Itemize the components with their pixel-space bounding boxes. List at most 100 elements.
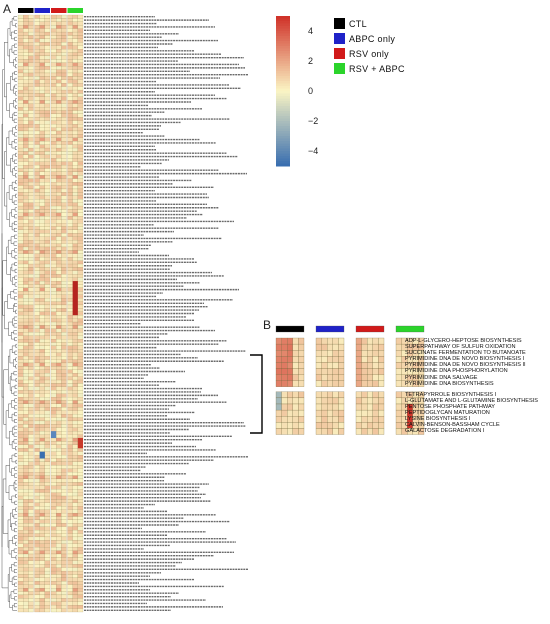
heat-cell <box>17 540 24 544</box>
heat-cell <box>39 567 45 572</box>
heat-cell <box>61 89 67 94</box>
heat-cell <box>39 62 45 67</box>
heat-cell <box>72 246 78 251</box>
heat-cell <box>23 93 29 97</box>
heat-cell <box>44 311 51 316</box>
heat-cell <box>34 93 40 97</box>
heat-cell <box>67 533 73 538</box>
heat-cell <box>39 352 45 357</box>
heat-cell <box>23 591 29 596</box>
heat-cell <box>17 154 24 159</box>
heat-cell <box>44 574 51 578</box>
heat-cell <box>34 161 40 166</box>
heat-cell <box>367 356 373 363</box>
heat-cell <box>56 393 62 398</box>
row-label: TETRAPYRROLE BIOSYNTHESIS I <box>405 391 497 398</box>
heat-cell <box>34 512 40 517</box>
heat-cell <box>34 492 40 497</box>
heat-cell <box>17 185 24 190</box>
legend-swatch <box>334 63 345 74</box>
heat-cell <box>67 437 73 442</box>
heat-cell <box>77 14 84 19</box>
heat-cell <box>338 391 345 399</box>
heat-cell <box>44 165 51 169</box>
heat-cell <box>287 356 293 363</box>
heat-cell <box>44 373 51 377</box>
heat-cell <box>298 337 305 345</box>
heat-cell <box>72 86 78 91</box>
heat-cell <box>56 284 62 288</box>
heat-cell <box>56 417 62 422</box>
heat-cell <box>50 530 57 534</box>
heat-cell <box>292 368 299 375</box>
dendrogram-branch <box>14 350 17 355</box>
heat-cell <box>67 120 73 125</box>
heat-cell <box>28 570 34 575</box>
heat-cell <box>50 277 57 282</box>
heat-cell <box>34 519 40 524</box>
heat-cell <box>23 407 29 411</box>
dendrogram-branch <box>7 239 12 255</box>
dendrogram-branch <box>14 159 17 164</box>
heat-cell <box>67 263 73 268</box>
heat-cell <box>50 103 57 108</box>
heat-cell <box>34 533 40 538</box>
heat-cell <box>61 420 67 425</box>
dendrogram-branch <box>11 523 16 531</box>
heat-cell <box>72 564 78 568</box>
heat-cell <box>72 359 78 364</box>
heat-cell <box>72 547 78 551</box>
heat-cell <box>355 416 362 423</box>
heat-cell <box>39 414 45 418</box>
heat-cell <box>321 403 328 411</box>
heat-cell <box>72 240 78 244</box>
heat-cell <box>67 410 73 415</box>
heat-cell <box>34 605 40 609</box>
heat-cell <box>77 339 84 343</box>
heat-cell <box>23 165 29 169</box>
heat-cell <box>44 485 51 490</box>
dendrogram-branch <box>9 212 13 227</box>
heat-cell <box>56 584 62 589</box>
heat-cell <box>77 362 84 367</box>
dendrogram-branch <box>11 195 16 203</box>
heat-cell <box>50 304 57 309</box>
dendrogram-branch <box>15 57 17 62</box>
heat-cell <box>34 311 40 316</box>
heat-cell <box>23 59 29 63</box>
heat-cell <box>34 38 40 43</box>
heat-cell <box>23 342 29 346</box>
dendrogram-branch <box>14 146 17 151</box>
heat-cell <box>275 337 282 345</box>
heat-cell <box>67 192 73 196</box>
heat-cell <box>17 294 24 299</box>
heat-cell <box>77 574 84 578</box>
heat-cell <box>50 110 57 115</box>
colorbar-step <box>276 111 290 114</box>
heat-cell <box>77 219 84 224</box>
heat-cell <box>23 199 29 203</box>
heat-cell <box>332 403 339 411</box>
heat-cell <box>50 478 57 483</box>
heat-cell <box>28 38 34 43</box>
heat-cell <box>56 540 62 544</box>
heat-cell <box>327 416 333 423</box>
heat-cell <box>23 304 29 309</box>
heat-cell <box>23 345 29 350</box>
heat-cell <box>28 257 34 261</box>
heat-cell <box>34 28 40 33</box>
heat-cell <box>67 308 73 312</box>
heat-cell <box>321 416 328 423</box>
heat-cell <box>44 69 51 74</box>
heat-cell <box>34 144 40 149</box>
heat-cell <box>44 608 51 613</box>
heat-cell <box>23 543 29 548</box>
heat-cell <box>50 332 57 336</box>
heat-cell <box>77 144 84 149</box>
dendrogram-branch <box>13 575 17 580</box>
heat-cell <box>67 137 73 142</box>
heat-cell <box>23 120 29 125</box>
heat-cell <box>61 530 67 534</box>
heat-cell <box>56 390 62 394</box>
heat-cell <box>44 366 51 370</box>
